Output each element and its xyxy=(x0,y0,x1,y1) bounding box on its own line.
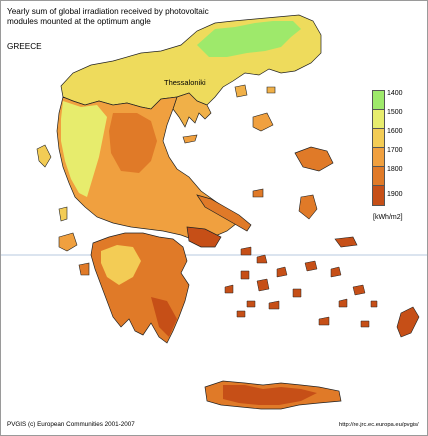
lesvos xyxy=(294,146,334,172)
corfu xyxy=(36,144,52,168)
thessaly-dark xyxy=(109,113,157,173)
legend-swatch-1900 xyxy=(372,185,385,206)
lefkada xyxy=(58,206,68,222)
legend-label-1500: 1500 xyxy=(387,109,403,116)
credit-left: PVGIS (c) European Communities 2001-2007 xyxy=(7,421,135,428)
map-title: Yearly sum of global irradiation receive… xyxy=(7,7,209,26)
halkidiki xyxy=(172,92,212,128)
cyclades xyxy=(224,246,378,328)
thasos xyxy=(234,84,248,98)
peloponnese-red xyxy=(151,297,177,337)
limnos xyxy=(252,112,274,132)
legend-label-1900: 1900 xyxy=(387,191,403,198)
euboea xyxy=(196,194,252,232)
chios xyxy=(298,194,318,220)
crete-red xyxy=(223,385,317,405)
sporades xyxy=(182,134,198,144)
legend-label-1600: 1600 xyxy=(387,128,403,135)
legend-label-1800: 1800 xyxy=(387,166,403,173)
epirus-yellow xyxy=(61,101,107,197)
legend-label-1400: 1400 xyxy=(387,90,403,97)
rhodes xyxy=(396,306,420,338)
north-green-area xyxy=(197,21,301,57)
samos xyxy=(334,236,358,248)
city-label-thessaloniki: Thessaloniki xyxy=(164,78,206,87)
legend-swatch-1500 xyxy=(372,109,385,130)
peloponnese-yellow xyxy=(101,245,141,285)
legend-swatch-1800 xyxy=(372,166,385,187)
kefalonia xyxy=(58,232,78,252)
credit-link[interactable]: http://re.jrc.ec.europa.eu/pvgis/ xyxy=(339,422,419,428)
country-label: GREECE xyxy=(7,42,42,51)
attica xyxy=(186,226,222,248)
legend-unit: [kWh/m2] xyxy=(373,214,403,221)
legend-swatch-1700 xyxy=(372,147,385,168)
skyros xyxy=(252,188,264,198)
samothraki xyxy=(266,86,276,94)
legend-swatch-1600 xyxy=(372,128,385,149)
legend-label-1700: 1700 xyxy=(387,147,403,154)
legend-swatch-1400 xyxy=(372,90,385,111)
zakynthos xyxy=(78,262,90,276)
